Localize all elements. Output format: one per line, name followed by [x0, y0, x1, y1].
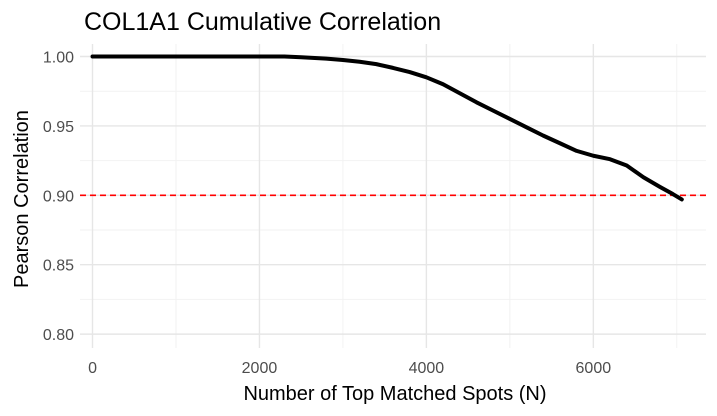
y-axis-title: Pearson Correlation: [11, 110, 33, 288]
tick-labels: 0 2000 4000 6000 0.80 0.85 0.90 0.95 1.00: [43, 49, 611, 377]
series-group: [90, 54, 684, 202]
x-tick-label: 2000: [242, 360, 278, 377]
y-tick-label: 1.00: [43, 49, 74, 66]
x-tick-label: 4000: [409, 360, 445, 377]
x-tick-label: 0: [88, 360, 97, 377]
chart-title: COL1A1 Cumulative Correlation: [84, 8, 441, 36]
series-line: [90, 54, 684, 202]
grid: [80, 44, 706, 348]
y-tick-label: 0.85: [43, 258, 74, 275]
y-tick-label: 0.80: [43, 327, 74, 344]
y-tick-label: 0.95: [43, 119, 74, 136]
x-tick-label: 6000: [576, 360, 612, 377]
y-tick-label: 0.90: [43, 188, 74, 205]
x-axis-title: Number of Top Matched Spots (N): [243, 383, 546, 405]
